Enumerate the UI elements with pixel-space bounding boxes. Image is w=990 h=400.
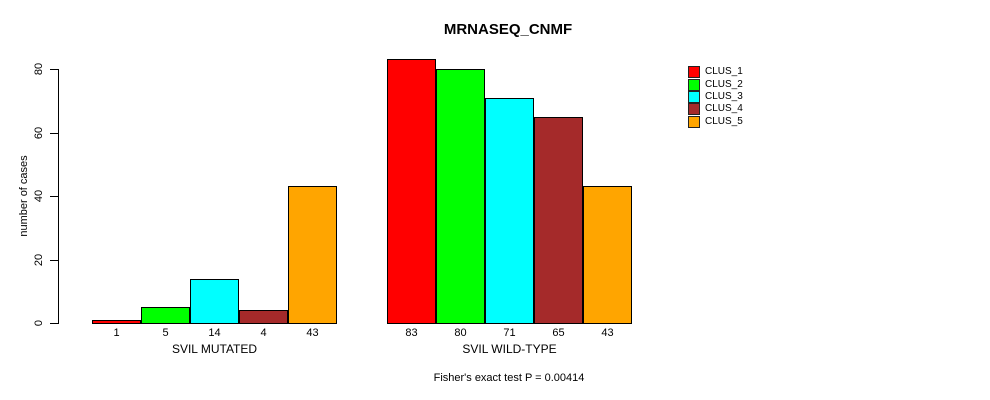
bar-value-label: 80 (454, 327, 467, 339)
y-axis-label: number of cases (18, 155, 30, 237)
legend-item-label: CLUS_4 (705, 103, 743, 115)
bar-value-label: 14 (208, 327, 221, 339)
y-axis-tick (50, 196, 58, 197)
x-group-label: SVIL MUTATED (171, 342, 258, 356)
bar-value-label: 71 (503, 327, 516, 339)
legend: CLUS_1 CLUS_2 CLUS_3 CLUS_4 CLUS_5 (688, 66, 743, 128)
legend-item: CLUS_2 (688, 78, 743, 91)
y-axis-tick-label: 80 (33, 62, 45, 76)
bar-value-label: 5 (162, 327, 169, 339)
y-axis-tick-label: 60 (33, 126, 45, 139)
legend-item-label: CLUS_1 (705, 66, 743, 78)
bar-clus_5-group2 (583, 186, 632, 324)
bar-value-label: 4 (260, 327, 267, 339)
legend-item-label: CLUS_5 (705, 115, 743, 127)
clus_2-swatch-icon (688, 78, 700, 91)
bar-clus_5-group1 (288, 186, 337, 324)
bar-clus_1-group2 (387, 59, 436, 324)
y-axis-tick-label: 0 (33, 319, 45, 327)
bar-clus_3-group2 (485, 98, 534, 324)
clus_4-swatch-icon (688, 103, 700, 116)
clus_3-swatch-icon (688, 90, 700, 103)
legend-item: CLUS_4 (688, 103, 743, 116)
y-axis-tick (50, 323, 58, 324)
y-axis-tick-label: 40 (33, 189, 45, 203)
bar-clus_3-group1 (190, 279, 239, 324)
bar-value-label: 43 (601, 327, 614, 339)
bar-clus_4-group1 (239, 310, 288, 324)
bar-clus_2-group1 (141, 307, 190, 324)
bar-clus_4-group2 (534, 117, 583, 324)
annotation-text: Fisher's exact test P = 0.00414 (433, 372, 585, 384)
bar-value-label: 65 (552, 327, 565, 339)
x-group-label: SVIL WILD-TYPE (462, 342, 557, 356)
bar-clus_1-group1 (92, 320, 141, 324)
bar-value-label: 1 (113, 327, 120, 339)
y-axis-tick (50, 69, 58, 70)
bar-clus_2-group2 (436, 69, 485, 324)
legend-item: CLUS_1 (688, 66, 743, 79)
bar-value-label: 83 (405, 327, 418, 339)
chart-title: MRNASEQ_CNMF (443, 21, 573, 38)
legend-item-label: CLUS_3 (705, 90, 743, 102)
clus_1-swatch-icon (688, 66, 700, 79)
legend-item-label: CLUS_2 (705, 78, 743, 90)
y-axis-tick (50, 132, 58, 134)
clus_5-swatch-icon (688, 115, 700, 128)
y-axis-tick (50, 259, 58, 261)
y-axis-tick-label: 20 (33, 253, 45, 266)
legend-item: CLUS_3 (688, 90, 743, 103)
bar-value-label: 43 (306, 327, 319, 339)
legend-item: CLUS_5 (688, 115, 743, 128)
y-axis (58, 69, 59, 324)
